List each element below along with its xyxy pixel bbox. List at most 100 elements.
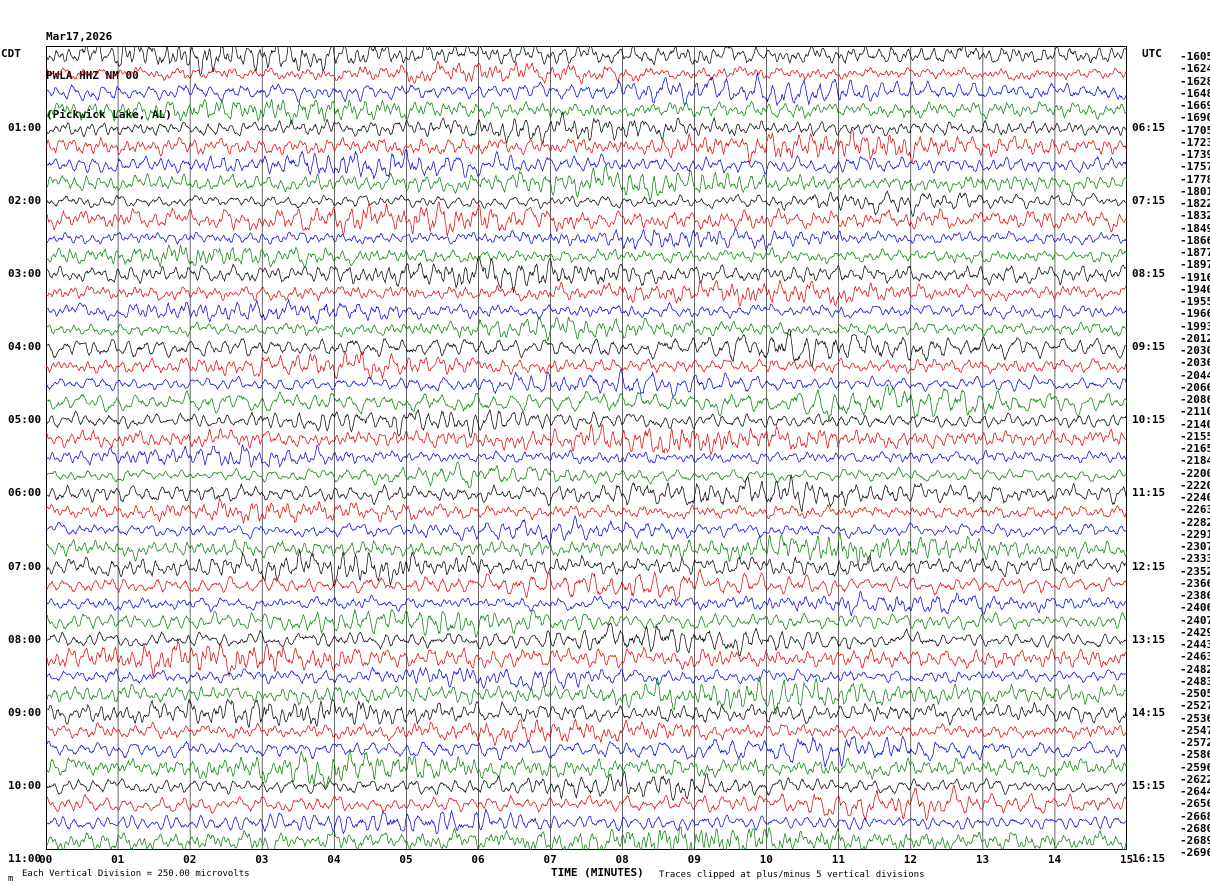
count-tick: -1690 [1180, 111, 1210, 125]
seismic-trace [46, 129, 1127, 164]
count-tick: -2596 [1180, 760, 1210, 774]
left-tick-0800: 08:00 [8, 632, 42, 646]
count-tick: -2696 [1180, 846, 1210, 860]
seismic-trace [46, 531, 1127, 565]
seismic-trace [46, 351, 1127, 380]
count-tick: -2184 [1180, 454, 1210, 468]
seismic-trace [46, 622, 1127, 657]
seismic-trace [46, 72, 1127, 107]
seismic-trace [46, 227, 1127, 252]
count-tick: -1832 [1180, 209, 1210, 223]
seismic-trace [46, 444, 1127, 469]
x-tick-08: 08 [615, 853, 629, 866]
header-location: (Pickwick Lake, AL) [46, 108, 172, 121]
x-tick-02: 02 [183, 853, 197, 866]
header-date: Mar17,2026 [46, 30, 113, 43]
right-tick-1315: 13:15 [1132, 632, 1166, 646]
axis-label-utc: UTC [1142, 47, 1162, 60]
left-tick-1000: 10:00 [8, 778, 42, 792]
right-tick-0715: 07:15 [1132, 194, 1166, 208]
seismic-trace [46, 164, 1127, 202]
right-tick-0815: 08:15 [1132, 267, 1166, 281]
count-tick: -1624 [1180, 62, 1210, 76]
x-tick-11: 11 [831, 853, 845, 866]
count-tick: -2307 [1180, 540, 1210, 553]
count-tick: -2140 [1180, 417, 1210, 431]
x-tick-13: 13 [975, 853, 990, 866]
count-tick: -1801 [1180, 184, 1210, 198]
right-tick-1515: 15:15 [1132, 778, 1166, 792]
count-tick: -2155 [1180, 429, 1210, 443]
count-tick: -1778 [1180, 172, 1210, 186]
footer-clip-note: Traces clipped at plus/minus 5 vertical … [659, 870, 925, 880]
right-tick-1415: 14:15 [1132, 705, 1166, 719]
seismic-trace [46, 735, 1127, 768]
count-tick: -2689 [1180, 834, 1210, 847]
count-tick: -2443 [1180, 638, 1210, 651]
count-tick: -1955 [1180, 295, 1210, 308]
count-tick: -2527 [1180, 699, 1210, 713]
left-tick-0400: 04:00 [8, 340, 42, 354]
seismic-trace [46, 808, 1127, 835]
right-tick-1115: 11:15 [1132, 486, 1166, 500]
count-tick: -1669 [1180, 99, 1210, 112]
count-tick: -2572 [1180, 736, 1210, 749]
count-tick: -2429 [1180, 625, 1210, 639]
x-tick-09: 09 [687, 853, 701, 866]
x-tick-04: 04 [327, 853, 341, 866]
count-tick: -1877 [1180, 246, 1210, 259]
count-tick: -2263 [1180, 503, 1210, 517]
count-tick: -2240 [1180, 491, 1210, 504]
count-tick: -2012 [1180, 331, 1210, 345]
seismic-trace [46, 423, 1127, 456]
seismic-trace [46, 255, 1127, 293]
count-tick: -1822 [1180, 197, 1210, 210]
x-tick-05: 05 [399, 853, 413, 866]
x-tick-07: 07 [543, 853, 557, 866]
seismic-trace [46, 60, 1127, 85]
seismic-trace [46, 201, 1127, 237]
seismic-trace [46, 718, 1127, 746]
seismic-trace [46, 368, 1127, 398]
count-tick: -2066 [1180, 380, 1210, 394]
seismic-trace [46, 46, 1127, 75]
seismic-trace [46, 698, 1127, 728]
x-axis-title: TIME (MINUTES) [551, 866, 644, 879]
seismic-trace [46, 784, 1127, 822]
count-tick: -2333 [1180, 552, 1210, 566]
count-tick: -2086 [1180, 393, 1210, 406]
count-tick: -1648 [1180, 86, 1210, 100]
seismic-trace [46, 111, 1127, 145]
seismic-trace [46, 279, 1127, 307]
seismic-trace [46, 149, 1127, 180]
count-tick: -2165 [1180, 442, 1210, 455]
seismic-trace [46, 244, 1127, 268]
microvolt-symbol: m [8, 874, 14, 884]
left-tick-0900: 09:00 [8, 705, 42, 719]
seismic-trace [46, 675, 1127, 716]
left-tick-1100: 11:00 [8, 851, 42, 865]
x-tick-06: 06 [471, 853, 485, 866]
seismic-trace [46, 609, 1127, 638]
x-tick-03: 03 [255, 853, 269, 866]
count-tick: -2030 [1180, 344, 1210, 357]
seismic-trace [46, 590, 1127, 617]
count-tick: -2668 [1180, 809, 1210, 823]
count-tick: -1897 [1180, 258, 1210, 272]
seismic-trace [46, 750, 1127, 788]
count-tick: -1628 [1180, 74, 1210, 88]
seismic-trace [46, 666, 1127, 691]
seismic-trace [46, 568, 1127, 603]
seismic-trace [46, 299, 1127, 325]
right-tick-0915: 09:15 [1132, 340, 1166, 354]
left-tick-0100: 01:00 [8, 121, 42, 134]
count-tick: -1849 [1180, 221, 1210, 235]
count-tick: -2036 [1180, 356, 1210, 370]
header-block: Mar17,2026 PWLA HHZ NM 00 (Pickwick Lake… [46, 4, 172, 134]
count-tick: -1757 [1180, 160, 1210, 174]
seismic-trace [46, 316, 1127, 342]
seismic-trace [46, 549, 1127, 587]
count-tick: -2110 [1180, 405, 1210, 419]
count-tick: -2547 [1180, 723, 1210, 737]
seismic-trace [46, 515, 1127, 545]
